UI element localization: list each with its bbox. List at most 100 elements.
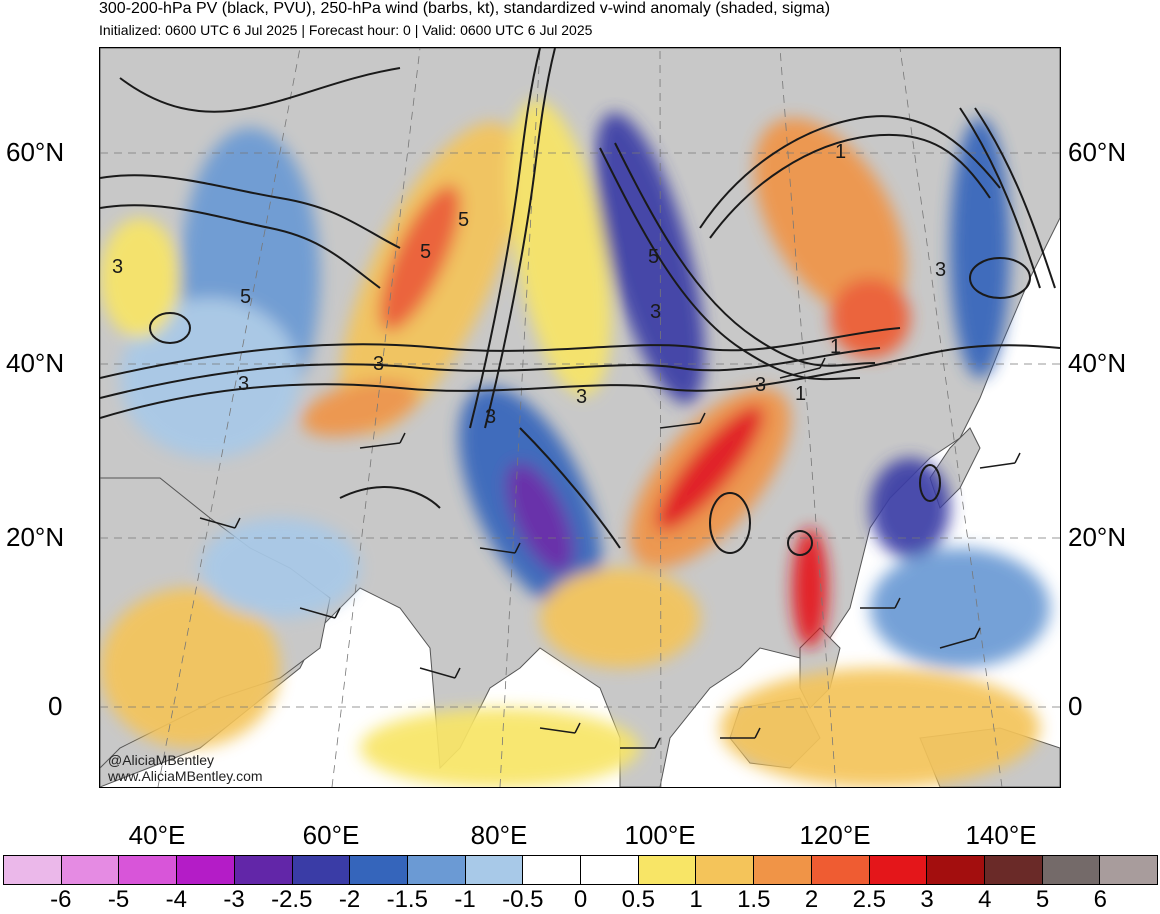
contour-label: 3 — [935, 259, 946, 281]
colorbar-swatch — [407, 856, 466, 884]
lat-label-60n-left: 60°N — [6, 137, 65, 167]
anomaly-arabia-yellow — [100, 588, 280, 748]
colorbar-tick-label: -3 — [223, 886, 245, 913]
anomaly-west-lightblue — [120, 298, 300, 458]
lon-label-100e: 100°E — [624, 820, 696, 850]
colorbar-tick-label: -0.5 — [502, 886, 544, 913]
wind-barb — [299, 607, 341, 619]
pv-contour — [699, 115, 1001, 229]
figure-subtitle: Initialized: 0600 UTC 6 Jul 2025 | Forec… — [99, 22, 593, 38]
anomaly-seasia-orange — [540, 568, 700, 668]
anomaly-taiwan-red — [792, 528, 828, 648]
anomaly-caspian-orange — [301, 379, 419, 437]
colorbar-tick-label: 2.5 — [852, 886, 886, 913]
colorbar-swatch — [811, 856, 870, 884]
lat-label-0-left: 0 — [48, 691, 63, 721]
pv-contour — [709, 133, 991, 239]
anomaly-japan-blue — [870, 458, 950, 558]
contour-label: 3 — [238, 373, 249, 395]
colorbar-swatch — [61, 856, 120, 884]
pv-contour — [149, 312, 191, 344]
lat-label-40n-right: 40°N — [1068, 348, 1127, 378]
colorbar-swatch — [465, 856, 524, 884]
colorbar-tick-label: 5 — [1035, 886, 1050, 913]
colorbar-tick-label: 0 — [573, 886, 588, 913]
colorbar-swatch — [581, 856, 639, 884]
contour-label: 1 — [835, 141, 846, 163]
colorbar-swatch — [1100, 856, 1158, 884]
colorbar-tick-label: 2 — [804, 886, 819, 913]
wind-barb — [479, 542, 521, 554]
contour-label: 1 — [795, 383, 806, 405]
pv-contour — [599, 147, 861, 381]
anomaly-urals-orange — [379, 184, 461, 332]
contour-label: 5 — [458, 209, 469, 231]
anomaly-siberia-blue — [595, 112, 705, 404]
pv-contour — [119, 67, 401, 113]
colorbar-tick-label: -6 — [50, 886, 72, 913]
colorbar-tick-label: -1 — [454, 886, 476, 913]
anomaly-nw-yellow — [100, 218, 180, 338]
pv-contour — [100, 327, 901, 379]
wind-barb — [860, 597, 901, 609]
anomaly-shading — [100, 100, 1050, 787]
colorbar-swatch — [754, 856, 812, 884]
pv-contour — [974, 107, 1056, 289]
wind-barb — [779, 357, 826, 379]
pv-contour — [100, 174, 401, 249]
colorbar-swatch — [4, 856, 62, 884]
anomaly-manchuria-red — [830, 278, 910, 358]
pv-contour — [339, 486, 441, 509]
wind-barb — [620, 737, 661, 749]
pv-contour — [469, 48, 541, 429]
pv-contour — [484, 48, 556, 429]
wind-barb — [199, 517, 241, 529]
pv-contour — [519, 427, 621, 549]
colorbar-tick-label: 1.5 — [737, 886, 771, 913]
anomaly-pacific-lightblue — [870, 548, 1050, 668]
colorbar-tick-label: -2 — [338, 886, 361, 913]
pv-contour — [787, 530, 813, 556]
pv-contour — [709, 492, 751, 554]
wind-barb — [979, 452, 1021, 469]
wind-barb — [539, 722, 581, 734]
colorbar-tick-label: -5 — [107, 886, 130, 913]
colorbar-tick-label: -1.5 — [386, 886, 428, 913]
anomaly-china-red — [655, 405, 765, 531]
colorbar-swatch — [292, 856, 351, 884]
anomaly-tibet-indigo — [505, 462, 575, 574]
pv-contour — [100, 347, 881, 399]
contour-label: 3 — [373, 353, 384, 375]
pv-contours — [100, 48, 1060, 556]
pv-contour — [919, 464, 941, 502]
wind-barb — [419, 667, 461, 679]
colorbar-swatch — [350, 856, 408, 884]
graticule — [100, 48, 1060, 787]
contour-label: 5 — [240, 286, 251, 308]
lon-label-140e: 140°E — [965, 820, 1037, 850]
credit-handle: @AliciaMBentley — [108, 752, 215, 768]
wind-barb — [359, 432, 406, 449]
colorbar-swatch — [696, 856, 755, 884]
pv-contour — [614, 142, 876, 367]
colorbar-swatch — [523, 856, 582, 884]
colorbar-swatch — [119, 856, 178, 884]
pv-contour — [100, 344, 1060, 419]
contour-label: 5 — [420, 241, 431, 263]
contour-label: 3 — [576, 386, 587, 408]
lat-label-0-right: 0 — [1068, 691, 1083, 721]
lat-label-20n-right: 20°N — [1068, 522, 1127, 552]
lat-label-60n-right: 60°N — [1068, 137, 1127, 167]
lon-label-60e: 60°E — [302, 820, 360, 850]
colorbar-swatch — [638, 856, 697, 884]
colorbar-swatch — [1042, 856, 1101, 884]
anomaly-indianocean-yellow — [360, 708, 640, 787]
pv-contour — [100, 204, 381, 289]
colorbar-swatch — [869, 856, 928, 884]
wind-barbs — [199, 357, 1021, 749]
contour-label: 3 — [650, 301, 661, 323]
anomaly-africa-lightblue — [200, 518, 360, 618]
colorbar-swatch — [984, 856, 1043, 884]
anomaly-pacific-blue — [950, 118, 1010, 378]
colorbar-tick-label: 4 — [978, 886, 992, 913]
